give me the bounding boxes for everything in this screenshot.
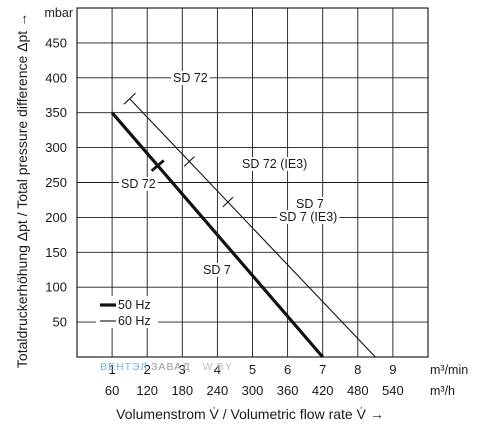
x-tick-label-secondary: 480 bbox=[347, 383, 369, 398]
y-tick-label: 50 bbox=[53, 315, 67, 330]
legend-label-60hz: 60 Hz bbox=[118, 314, 151, 328]
x-tick-label-primary: 2 bbox=[144, 362, 151, 377]
x-tick-label-secondary: 240 bbox=[207, 383, 229, 398]
y-tick-label: 400 bbox=[45, 70, 67, 85]
label-sd72-50hz: SD 72 bbox=[121, 177, 156, 191]
x-axis-unit-secondary: m³/h bbox=[430, 384, 455, 398]
chart-grid bbox=[77, 8, 428, 357]
label-background bbox=[294, 197, 326, 211]
x-tick-label-secondary: 420 bbox=[312, 383, 334, 398]
y-tick-label: 350 bbox=[45, 105, 67, 120]
watermark-part-1: ВЕНТЭЛ bbox=[100, 361, 148, 373]
watermark: ВЕНТЭЛ ЗАВАД W.BY bbox=[100, 361, 233, 373]
plot-frame bbox=[76, 7, 429, 358]
legend-label-50hz: 50 Hz bbox=[118, 298, 151, 312]
x-tick-label-primary: 9 bbox=[389, 362, 396, 377]
label-background bbox=[119, 177, 158, 191]
curve-60hz-split-tick bbox=[222, 196, 234, 208]
x-tick-label-secondary: 540 bbox=[382, 383, 404, 398]
x-tick-label-secondary: 300 bbox=[242, 383, 264, 398]
legend-background bbox=[96, 296, 158, 328]
legend: 50 Hz 60 Hz bbox=[96, 296, 158, 328]
label-background bbox=[277, 210, 340, 224]
watermark-part-2: ЗАВАД bbox=[151, 361, 190, 373]
x-tick-label-primary: 5 bbox=[249, 362, 256, 377]
x-tick-labels-secondary: 60 120 180 240 300 360 420 480 540 bbox=[105, 383, 404, 398]
x-tick-label-primary: 4 bbox=[214, 362, 221, 377]
y-tick-label: 300 bbox=[45, 140, 67, 155]
curve-50hz bbox=[110, 111, 324, 359]
y-tick-label: 100 bbox=[45, 280, 67, 295]
x-axis-unit-primary: m³/min bbox=[430, 363, 468, 377]
fan-curves bbox=[110, 92, 376, 359]
watermark-part-3: W.BY bbox=[203, 361, 233, 373]
label-background bbox=[240, 157, 310, 171]
label-sd72-ie3: SD 72 (IE3) bbox=[242, 157, 307, 171]
y-axis-unit: mbar bbox=[45, 6, 73, 20]
curve-60hz-start-tick bbox=[123, 92, 136, 105]
x-tick-label-primary: 1 bbox=[108, 362, 115, 377]
y-axis-title: Totaldruckerhöhung Δpt / Total pressure … bbox=[14, 13, 30, 368]
label-background bbox=[201, 263, 233, 277]
x-axis-title: Volumenstrom V̇ / Volumetric flow rate V… bbox=[116, 406, 384, 422]
curve-60hz bbox=[129, 98, 376, 358]
curve-60hz-ie3-tick bbox=[183, 156, 195, 167]
y-tick-labels: 50 100 150 200 250 300 350 400 450 bbox=[45, 35, 67, 329]
label-background bbox=[171, 71, 210, 85]
x-tick-label-secondary: 120 bbox=[136, 383, 158, 398]
x-tick-label-secondary: 60 bbox=[105, 383, 119, 398]
x-tick-label-secondary: 360 bbox=[277, 383, 299, 398]
label-sd7-ie3: SD 7 (IE3) bbox=[279, 210, 337, 224]
x-tick-label-secondary: 180 bbox=[171, 383, 193, 398]
x-tick-labels-primary: 1 2 3 4 5 6 7 8 9 bbox=[108, 362, 396, 377]
x-tick-label-primary: 7 bbox=[319, 362, 326, 377]
label-sd7-50hz: SD 7 bbox=[203, 263, 231, 277]
label-sd7-60hz: SD 7 bbox=[296, 197, 324, 211]
x-tick-label-primary: 3 bbox=[179, 362, 186, 377]
curve-50hz-split-tick bbox=[150, 159, 165, 172]
y-tick-label: 450 bbox=[45, 35, 67, 50]
x-tick-label-primary: 8 bbox=[354, 362, 361, 377]
y-tick-label: 200 bbox=[45, 210, 67, 225]
label-sd72-60hz: SD 72 bbox=[173, 71, 208, 85]
x-tick-label-primary: 6 bbox=[284, 362, 291, 377]
y-tick-label: 250 bbox=[45, 175, 67, 190]
y-tick-label: 150 bbox=[45, 245, 67, 260]
